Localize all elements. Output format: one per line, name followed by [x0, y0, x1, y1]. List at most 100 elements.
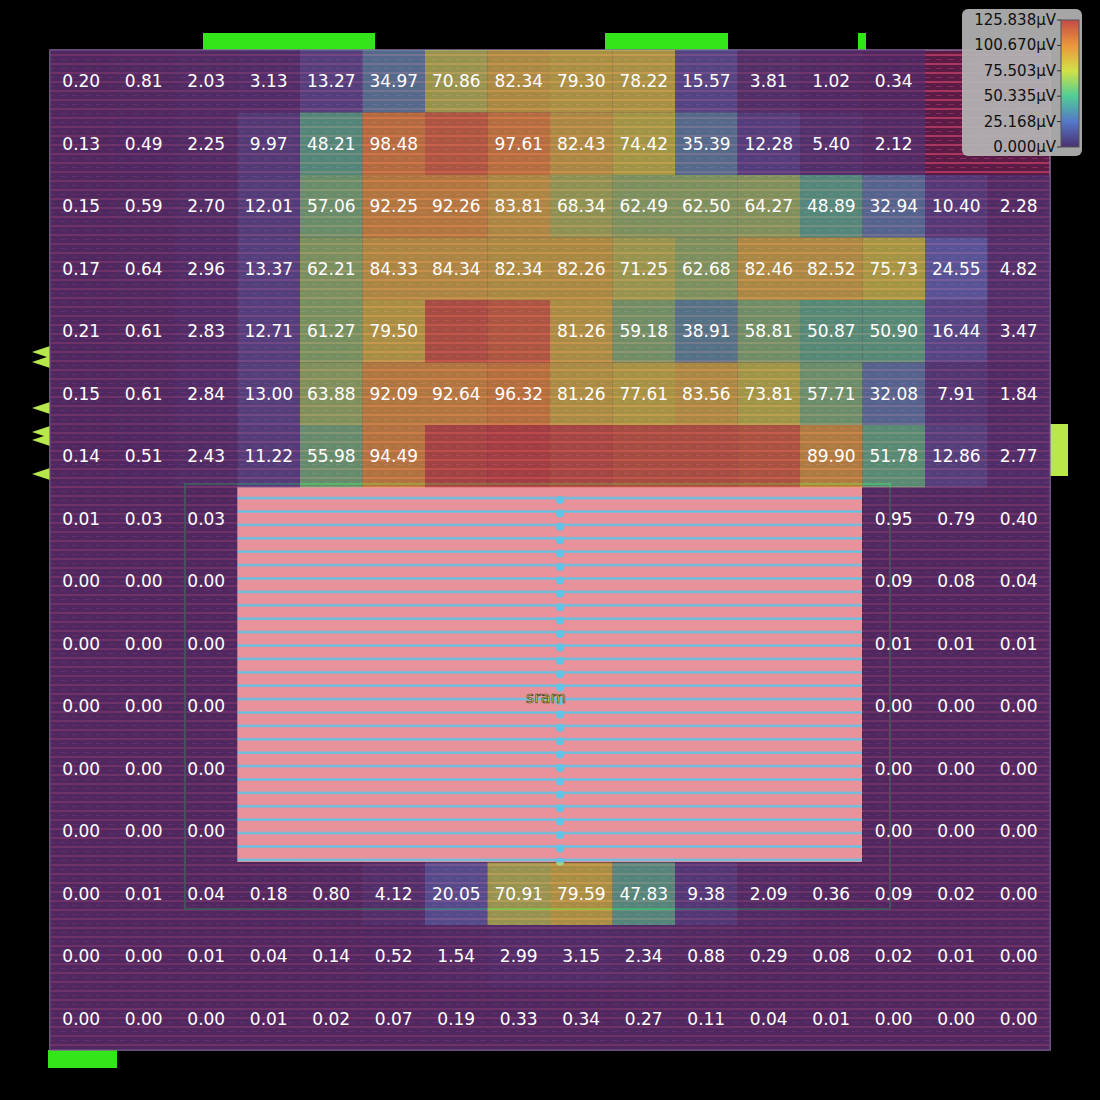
colorbar-tick: [1057, 45, 1061, 46]
heat-cell: [988, 175, 1051, 238]
heat-cell: [300, 988, 363, 1051]
pin: [32, 346, 50, 358]
cell-label: 96.32: [494, 384, 543, 404]
cell-label: 62.50: [682, 196, 731, 216]
cell-label: 0.08: [812, 946, 850, 966]
cell-label: 0.00: [62, 571, 100, 591]
cell-label: 0.00: [187, 1009, 225, 1029]
sram-pin: [556, 751, 564, 759]
cell-label: 13.27: [307, 71, 356, 91]
heat-cell: [50, 800, 113, 863]
pin-group: [203, 33, 375, 50]
heat-cell: [988, 363, 1051, 426]
heat-cell: [863, 113, 926, 176]
colorbar-gradient: [1061, 20, 1079, 147]
cell-label: 0.52: [375, 946, 413, 966]
heat-cell: [988, 738, 1051, 801]
cell-label: 0.04: [1000, 571, 1038, 591]
heat-cell: [363, 300, 426, 363]
heat-cell: [363, 363, 426, 426]
cell-label: 0.09: [875, 571, 913, 591]
heat-cell: [363, 925, 426, 988]
cell-label: 0.00: [937, 1009, 975, 1029]
cell-label: 2.77: [1000, 446, 1038, 466]
cell-label: 0.34: [562, 1009, 600, 1029]
cell-label: 82.43: [557, 134, 606, 154]
sram-pin: [556, 844, 564, 852]
heat-cell: [863, 300, 926, 363]
cell-label: 0.07: [375, 1009, 413, 1029]
heat-cell: [113, 925, 176, 988]
heat-cell: [488, 988, 551, 1051]
heat-cell: [613, 988, 676, 1051]
sram-pin: [556, 550, 564, 558]
heat-cell: [175, 925, 238, 988]
cell-label: 7.91: [937, 384, 975, 404]
cell-label: 0.00: [62, 759, 100, 779]
heat-cell: [175, 300, 238, 363]
heat-cell: [175, 675, 238, 738]
heat-cell: [50, 925, 113, 988]
pin: [32, 356, 50, 368]
cell-label: 32.08: [869, 384, 918, 404]
heat-cell: [613, 363, 676, 426]
colorbar-label: 75.503µV: [984, 62, 1057, 80]
heat-cell: [363, 175, 426, 238]
heat-cell: [863, 550, 926, 613]
cell-label: 89.90: [807, 446, 856, 466]
sram-pin: [556, 630, 564, 638]
cell-label: 0.20: [62, 71, 100, 91]
cell-label: 0.02: [312, 1009, 350, 1029]
cell-label: 92.09: [369, 384, 418, 404]
heat-cell: [800, 300, 863, 363]
heat-cell: [425, 925, 488, 988]
heat-cell: [425, 425, 488, 488]
heat-cell: [613, 113, 676, 176]
heat-cell: [113, 238, 176, 301]
heat-cell: [238, 863, 301, 926]
sram-pin: [556, 617, 564, 625]
cell-label: 0.02: [937, 884, 975, 904]
cell-label: 32.94: [869, 196, 918, 216]
heat-cell: [988, 613, 1051, 676]
heat-cell: [113, 800, 176, 863]
heat-cell: [488, 363, 551, 426]
cell-label: 2.12: [875, 134, 913, 154]
cell-label: 0.00: [187, 821, 225, 841]
heat-cell: [363, 425, 426, 488]
cell-label: 48.21: [307, 134, 356, 154]
sram-pin: [556, 804, 564, 812]
cell-label: 0.51: [125, 446, 163, 466]
colorbar-tick: [1057, 96, 1061, 97]
sram-pin: [556, 831, 564, 839]
heat-cell: [113, 738, 176, 801]
heat-cell: [863, 175, 926, 238]
heat-cell: [800, 925, 863, 988]
cell-label: 0.00: [875, 696, 913, 716]
heat-cell: [50, 863, 113, 926]
heat-cell: [50, 300, 113, 363]
cell-label: 13.00: [244, 384, 293, 404]
cell-label: 0.00: [62, 884, 100, 904]
heat-cell: [738, 175, 801, 238]
colorbar-label: 0.000µV: [993, 138, 1056, 156]
cell-labels: 0.200.812.033.1313.2734.9770.8682.3479.3…: [62, 71, 1037, 1029]
cell-label: 0.00: [125, 946, 163, 966]
cell-label: 15.57: [682, 71, 731, 91]
cell-label: 92.26: [432, 196, 481, 216]
cell-label: 0.17: [62, 259, 100, 279]
heat-cell: [50, 175, 113, 238]
heat-cell: [425, 988, 488, 1051]
cell-label: 1.84: [1000, 384, 1038, 404]
cell-label: 62.49: [619, 196, 668, 216]
heat-cell: [925, 800, 988, 863]
cell-label: 0.40: [1000, 509, 1038, 529]
cell-label: 0.00: [1000, 884, 1038, 904]
sram-pin: [556, 818, 564, 826]
heat-cell: [113, 50, 176, 113]
cell-label: 0.00: [125, 1009, 163, 1029]
heat-cell: [675, 425, 738, 488]
cell-label: 61.27: [307, 321, 356, 341]
cell-label: 79.30: [557, 71, 606, 91]
cell-label: 2.99: [500, 946, 538, 966]
